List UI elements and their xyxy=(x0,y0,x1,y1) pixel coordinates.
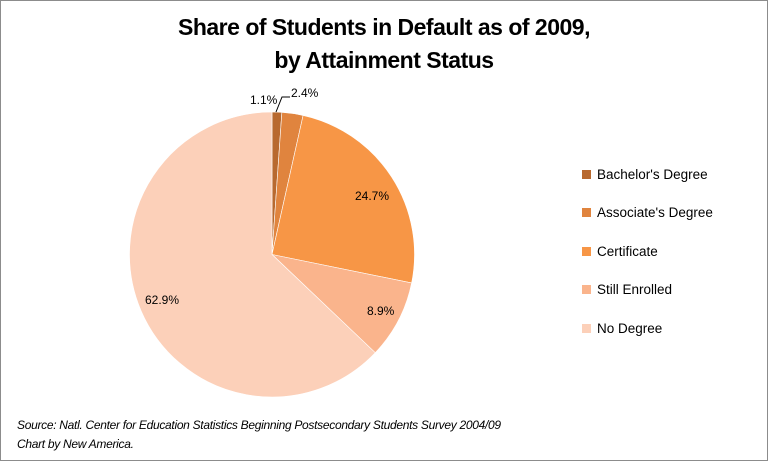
legend: Bachelor's Degree Associate's Degree Cer… xyxy=(582,155,713,348)
legend-swatch xyxy=(582,169,591,179)
source-note: Source: Natl. Center for Education Stati… xyxy=(17,416,501,454)
legend-label: No Degree xyxy=(597,320,663,336)
leader-line xyxy=(275,96,290,113)
slice-label-still-enrolled: 8.9% xyxy=(367,304,395,318)
legend-label: Still Enrolled xyxy=(597,282,673,298)
legend-item-bachelors: Bachelor's Degree xyxy=(582,155,713,194)
slice-label-bachelors: 1.1% xyxy=(250,93,278,107)
chart-title-line1: Share of Students in Default as of 2009, xyxy=(178,14,591,40)
pie-slice xyxy=(271,115,415,284)
legend-swatch xyxy=(582,246,591,256)
slice-label-associates: 2.4% xyxy=(291,86,319,100)
slice-label-certificate: 24.7% xyxy=(355,189,390,203)
legend-label: Certificate xyxy=(597,243,658,259)
legend-swatch xyxy=(582,323,591,333)
pie-slice xyxy=(271,253,412,354)
legend-label: Associate's Degree xyxy=(597,205,713,221)
legend-item-no-degree: No Degree xyxy=(582,309,713,348)
pie-slice xyxy=(129,111,376,398)
legend-swatch xyxy=(582,285,591,295)
chart-title-line2: by Attainment Status xyxy=(274,47,494,73)
legend-label: Bachelor's Degree xyxy=(597,166,708,182)
credit-line: Chart by New America. xyxy=(17,437,134,451)
slice-label-no-degree: 62.9% xyxy=(145,293,180,307)
legend-item-associates: Associate's Degree xyxy=(582,194,713,233)
pie-slices xyxy=(129,111,415,398)
source-line: Source: Natl. Center for Education Stati… xyxy=(17,418,501,432)
legend-item-still-enrolled: Still Enrolled xyxy=(582,271,713,310)
legend-item-certificate: Certificate xyxy=(582,232,713,271)
legend-swatch xyxy=(582,208,591,218)
